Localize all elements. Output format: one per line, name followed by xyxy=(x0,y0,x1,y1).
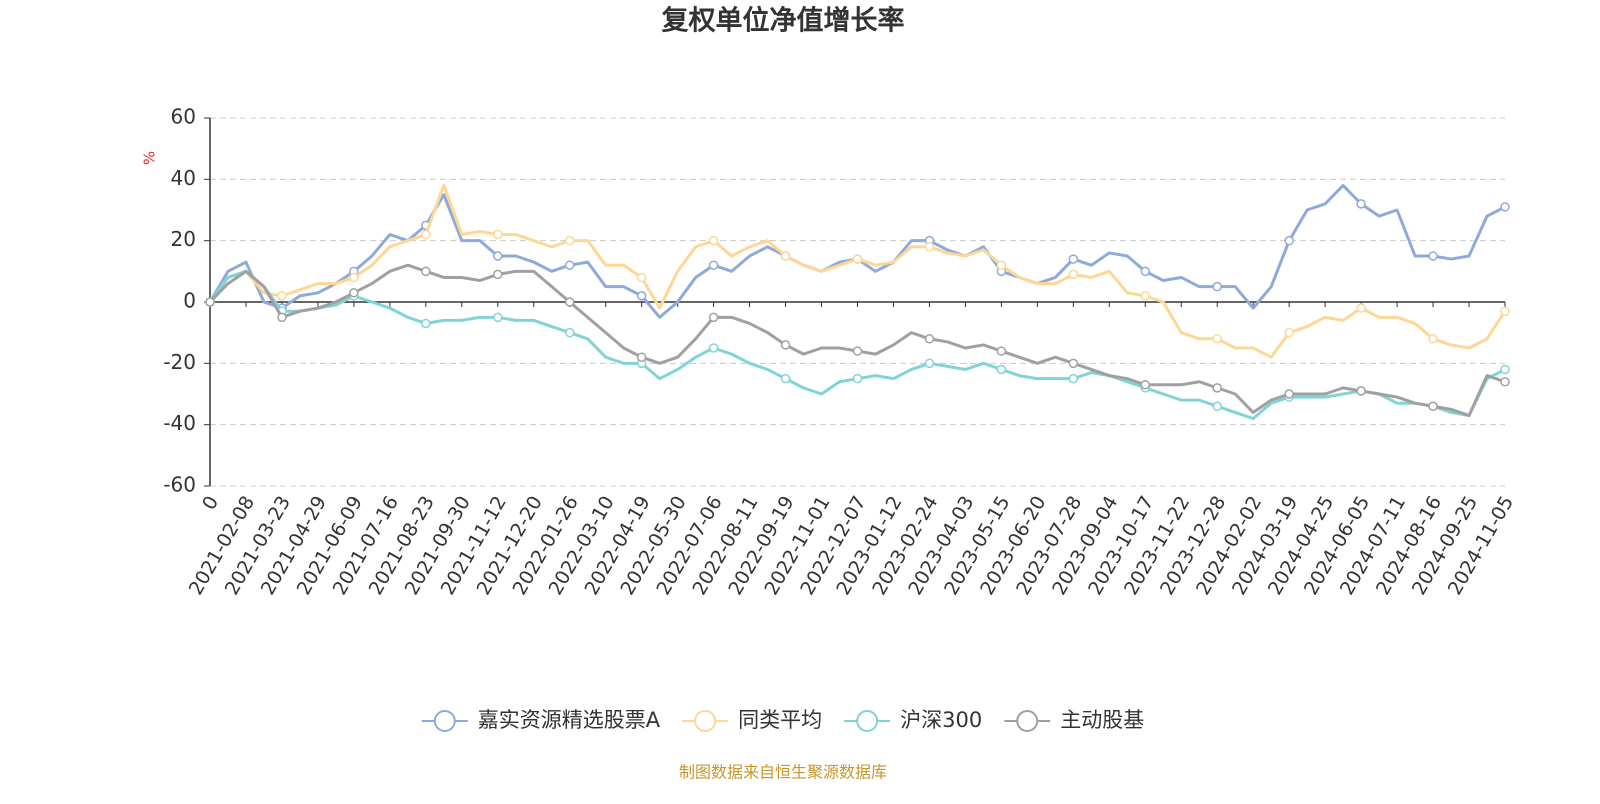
y-tick-label: 0 xyxy=(183,289,196,313)
series-line xyxy=(208,269,1506,421)
series-marker xyxy=(349,272,359,283)
legend-label: 嘉实资源精选股票A xyxy=(478,708,661,732)
series-marker xyxy=(636,291,647,301)
series-marker xyxy=(708,312,719,323)
legend-marker xyxy=(433,710,456,732)
series-marker xyxy=(924,242,935,252)
series-marker xyxy=(205,297,215,307)
series-marker xyxy=(1284,235,1294,246)
series-marker xyxy=(349,288,359,298)
series-marker xyxy=(996,364,1007,375)
y-tick-label: 60 xyxy=(171,105,196,129)
series-marker xyxy=(277,312,287,323)
y-tick-label: -40 xyxy=(163,411,196,435)
series-marker xyxy=(1068,358,1079,369)
series-marker xyxy=(421,229,431,240)
legend-item[interactable]: 嘉实资源精选股票A xyxy=(421,708,661,732)
series-marker xyxy=(852,254,863,264)
series-marker xyxy=(1140,380,1151,390)
series-marker xyxy=(493,229,503,240)
series-marker xyxy=(1212,401,1222,412)
legend-label: 主动股基 xyxy=(1060,708,1144,732)
series-marker xyxy=(780,340,791,350)
series-marker xyxy=(1428,334,1438,344)
y-axis-label: % xyxy=(141,151,159,165)
series-marker xyxy=(493,251,503,261)
chart-title: 复权单位净值增长率 xyxy=(662,5,905,37)
series-marker xyxy=(564,260,575,270)
series-marker xyxy=(1500,376,1510,387)
series-marker xyxy=(1068,373,1079,384)
series-marker xyxy=(636,272,647,283)
y-tick-label: -60 xyxy=(163,473,196,497)
source-note: 制图数据来自恒生聚源数据库 xyxy=(679,763,887,782)
y-tick-label: 20 xyxy=(171,227,196,251)
legend-marker xyxy=(694,710,717,732)
series-marker xyxy=(996,260,1007,270)
series-marker xyxy=(1284,389,1294,399)
series-marker xyxy=(493,312,503,323)
series-marker xyxy=(1212,281,1222,292)
series-marker xyxy=(1068,269,1079,280)
series-line xyxy=(208,183,1507,359)
series-marker xyxy=(1356,199,1366,209)
legend-label: 沪深300 xyxy=(900,708,982,732)
series-marker xyxy=(636,352,647,362)
series-marker xyxy=(1140,291,1151,301)
series-marker xyxy=(421,318,431,329)
legend-item[interactable]: 沪深300 xyxy=(844,708,982,732)
legend-marker xyxy=(856,710,879,732)
series-marker xyxy=(1428,251,1438,261)
legend-item[interactable]: 同类平均 xyxy=(682,708,822,732)
series-marker xyxy=(996,346,1007,356)
series-marker xyxy=(1212,383,1222,393)
series-marker xyxy=(780,251,791,261)
series-marker xyxy=(708,260,719,270)
series-marker xyxy=(1140,266,1151,277)
series-marker xyxy=(780,373,791,384)
series-marker xyxy=(421,266,431,277)
series-marker xyxy=(1428,401,1438,412)
series-marker xyxy=(493,269,503,280)
series-marker xyxy=(924,334,935,344)
series-marker xyxy=(1500,202,1510,212)
series-marker xyxy=(708,343,719,353)
series-marker xyxy=(277,291,287,301)
series-marker xyxy=(1356,386,1366,396)
series-marker xyxy=(1212,334,1222,344)
series-marker xyxy=(924,358,935,369)
series-line xyxy=(208,263,1506,417)
legend: 嘉实资源精选股票A 同类平均 沪深300 主动股基 xyxy=(421,708,1144,732)
y-tick-label: 40 xyxy=(171,166,196,190)
series-marker xyxy=(1068,254,1079,264)
series-line xyxy=(208,183,1506,319)
legend-marker xyxy=(1016,710,1039,732)
y-tick-label: -20 xyxy=(163,350,196,374)
x-tick-label: 0 xyxy=(198,492,223,513)
legend-label: 同类平均 xyxy=(738,708,822,732)
legend-item[interactable]: 主动股基 xyxy=(1004,708,1144,732)
series-marker xyxy=(1356,303,1366,313)
series-marker xyxy=(1500,306,1510,316)
series-marker xyxy=(564,235,575,246)
series-marker xyxy=(1284,327,1294,338)
series-marker xyxy=(564,327,575,338)
series-marker xyxy=(564,297,575,307)
series-marker xyxy=(1500,364,1510,375)
series-marker xyxy=(708,235,719,246)
series-marker xyxy=(852,373,863,384)
series-marker xyxy=(852,346,863,356)
